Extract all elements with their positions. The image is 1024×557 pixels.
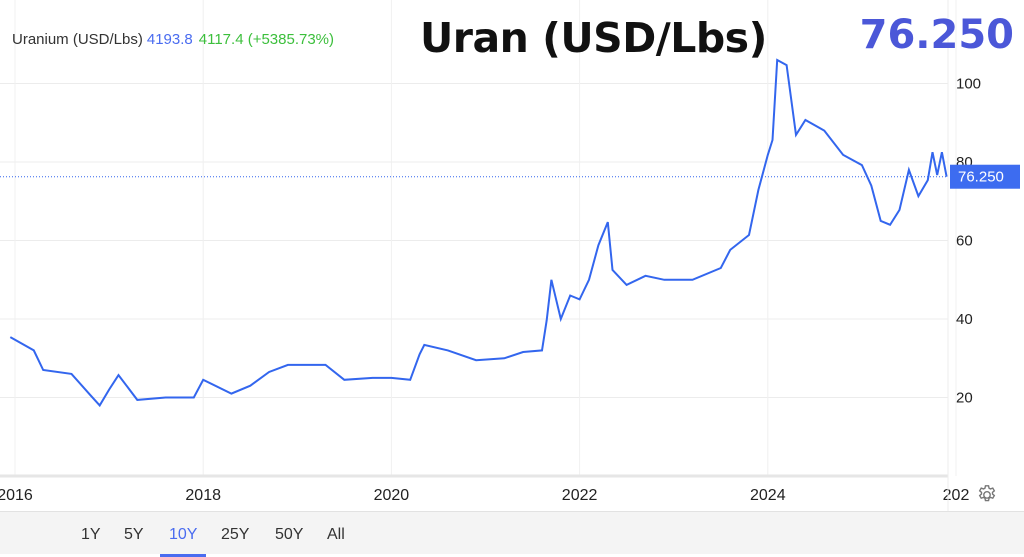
x-tick-label: 2016 xyxy=(0,487,33,504)
x-tick-label: 2022 xyxy=(562,487,598,504)
range-tab-1y[interactable]: 1Y xyxy=(81,526,101,543)
current-price-tag: 76.250 xyxy=(950,164,1020,189)
legend-series-name: Uranium (USD/Lbs) xyxy=(12,31,143,48)
current-price: 76.250 xyxy=(859,12,1014,58)
y-tick-label: 100 xyxy=(956,76,981,93)
gear-icon[interactable] xyxy=(976,483,998,505)
x-tick-label: 2018 xyxy=(185,487,221,504)
legend-change: 4117.4 (+5385.73%) xyxy=(198,31,335,48)
series-line xyxy=(9,58,948,408)
range-selector-bar: 1Y 5Y 10Y 25Y 50Y All xyxy=(0,511,1024,557)
chart-title: Uran (USD/Lbs) xyxy=(420,14,767,62)
range-tab-all[interactable]: All xyxy=(327,526,345,543)
current-price-tag-text: 76.250 xyxy=(958,169,1004,186)
x-tick-label: 202 xyxy=(943,487,970,504)
legend-value-1: 4193.8 xyxy=(146,31,193,48)
current-price-tag-background xyxy=(950,164,1020,189)
y-tick-label: 60 xyxy=(956,233,973,250)
range-tab-25y[interactable]: 25Y xyxy=(221,526,250,543)
y-tick-label: 20 xyxy=(956,390,973,407)
range-tab-5y[interactable]: 5Y xyxy=(124,526,144,543)
y-tick-label: 40 xyxy=(956,311,973,328)
x-tick-label: 2020 xyxy=(374,487,410,504)
x-tick-label: 2024 xyxy=(750,487,786,504)
range-tab-10y[interactable]: 10Y xyxy=(159,526,208,557)
range-tab-50y[interactable]: 50Y xyxy=(275,526,304,543)
chart-legend: Uranium (USD/Lbs) 4193.8 4117.4 (+5385.73%… xyxy=(12,31,334,48)
